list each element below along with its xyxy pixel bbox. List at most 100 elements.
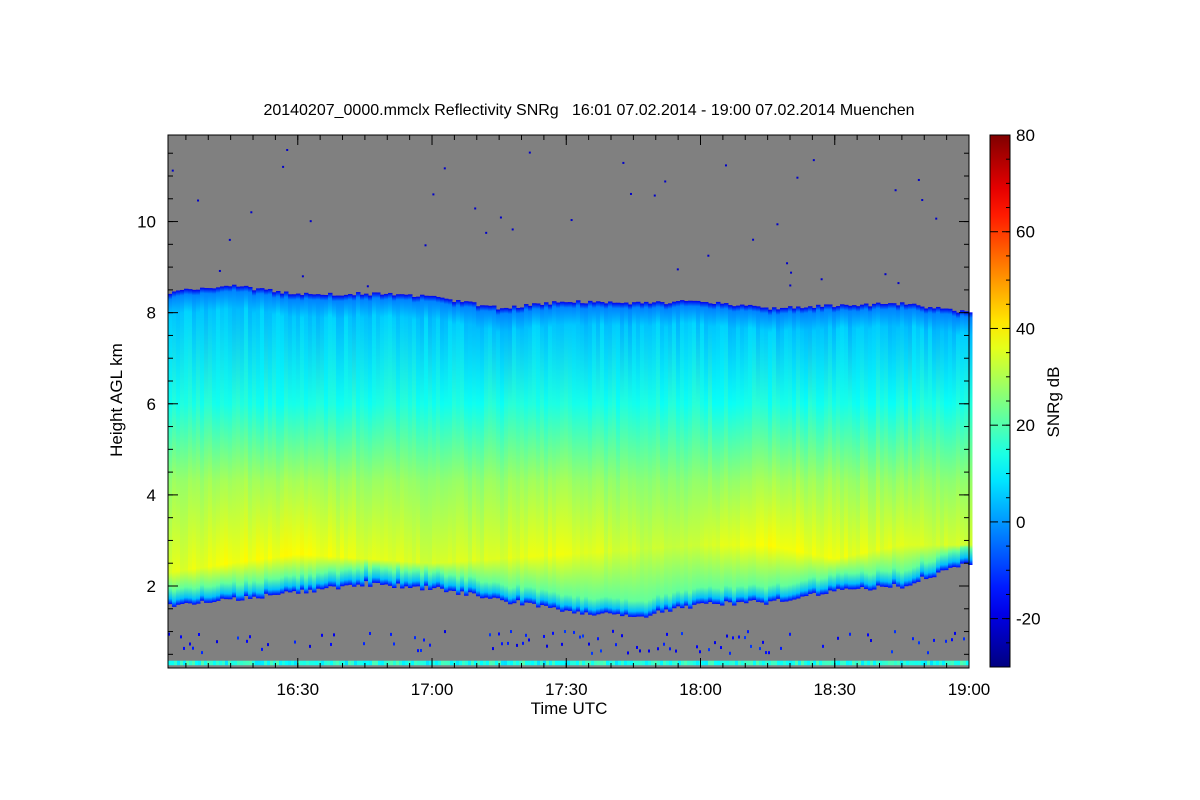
ground-clutter bbox=[777, 660, 780, 666]
ground-clutter bbox=[882, 660, 885, 666]
echo-column bbox=[348, 294, 353, 585]
ground-clutter bbox=[843, 660, 846, 666]
echo-column bbox=[620, 303, 625, 617]
echo-column bbox=[420, 294, 425, 591]
echo-column bbox=[364, 293, 369, 582]
ground-clutter bbox=[849, 660, 852, 666]
ground-clutter bbox=[516, 660, 519, 666]
echo-column bbox=[556, 302, 561, 610]
noise-pixel bbox=[894, 189, 897, 192]
ground-clutter bbox=[294, 660, 297, 666]
ground-clutter bbox=[357, 660, 360, 666]
ground-clutter bbox=[519, 660, 522, 666]
echo-column bbox=[692, 300, 697, 605]
echo-column bbox=[296, 293, 301, 594]
echo-column bbox=[456, 300, 461, 595]
ground-clutter bbox=[768, 660, 771, 666]
ground-clutter bbox=[852, 660, 855, 666]
noise-pixel bbox=[681, 632, 683, 636]
noise-pixel bbox=[588, 642, 590, 646]
colorbar-tick-label: 20 bbox=[1016, 416, 1035, 435]
noise-pixel bbox=[653, 194, 656, 197]
ground-clutter bbox=[225, 660, 228, 666]
y-tick-label: 10 bbox=[137, 213, 156, 232]
ground-clutter bbox=[489, 660, 492, 666]
noise-pixel bbox=[789, 632, 791, 636]
noise-pixel bbox=[528, 638, 530, 642]
ground-clutter bbox=[621, 660, 624, 666]
echo-column bbox=[516, 307, 521, 601]
noise-pixel bbox=[780, 646, 782, 650]
ground-clutter bbox=[729, 660, 732, 666]
echo-column bbox=[388, 292, 393, 586]
echo-column bbox=[288, 294, 293, 593]
ground-clutter bbox=[717, 660, 720, 666]
noise-pixel bbox=[676, 268, 679, 271]
ground-clutter bbox=[690, 660, 693, 666]
ground-clutter bbox=[636, 660, 639, 666]
noise-pixel bbox=[870, 639, 872, 643]
ground-clutter bbox=[600, 660, 603, 666]
echo-column bbox=[588, 300, 593, 615]
noise-pixel bbox=[309, 644, 311, 648]
ground-clutter bbox=[324, 660, 327, 666]
ground-clutter bbox=[219, 660, 222, 666]
noise-pixel bbox=[420, 648, 422, 652]
echo-column bbox=[392, 295, 397, 588]
ground-clutter bbox=[774, 660, 777, 666]
echo-column bbox=[752, 305, 757, 601]
ground-clutter bbox=[846, 660, 849, 666]
noise-pixel bbox=[249, 635, 251, 639]
noise-pixel bbox=[282, 165, 285, 168]
ground-clutter bbox=[663, 660, 666, 666]
ground-clutter bbox=[177, 660, 180, 666]
echo-column bbox=[544, 302, 549, 606]
ground-clutter bbox=[870, 660, 873, 666]
echo-column bbox=[504, 307, 509, 602]
noise-pixel bbox=[237, 636, 239, 640]
echo-column bbox=[240, 286, 245, 601]
ground-clutter bbox=[168, 660, 171, 666]
ground-clutter bbox=[858, 660, 861, 666]
ground-clutter bbox=[474, 660, 477, 666]
ground-clutter bbox=[642, 660, 645, 666]
noise-pixel bbox=[321, 633, 323, 637]
ground-clutter bbox=[483, 660, 486, 666]
echo-column bbox=[428, 295, 433, 590]
echo-column bbox=[224, 285, 229, 600]
ground-clutter bbox=[204, 660, 207, 666]
echo-column bbox=[720, 303, 725, 606]
noise-pixel bbox=[570, 219, 573, 222]
echo-column bbox=[272, 292, 277, 595]
ground-clutter bbox=[234, 660, 237, 666]
ground-clutter bbox=[927, 660, 930, 666]
ground-clutter bbox=[741, 660, 744, 666]
noise-pixel bbox=[492, 647, 494, 651]
echo-column bbox=[584, 303, 589, 613]
ground-clutter bbox=[702, 660, 705, 666]
ground-clutter bbox=[672, 660, 675, 666]
echo-column bbox=[308, 294, 313, 590]
echo-column bbox=[824, 304, 829, 594]
echo-column bbox=[772, 307, 777, 601]
ground-clutter bbox=[180, 660, 183, 666]
ground-clutter bbox=[243, 660, 246, 666]
noise-pixel bbox=[921, 199, 924, 202]
x-tick-label: 17:30 bbox=[545, 680, 588, 699]
ground-clutter bbox=[657, 660, 660, 666]
ground-clutter bbox=[183, 660, 186, 666]
ground-clutter bbox=[213, 660, 216, 666]
ground-clutter bbox=[960, 660, 963, 666]
noise-pixel bbox=[884, 273, 887, 276]
ground-clutter bbox=[582, 660, 585, 666]
x-tick-label: 19:00 bbox=[948, 680, 991, 699]
x-tick-label: 17:00 bbox=[411, 680, 454, 699]
ground-clutter bbox=[933, 660, 936, 666]
echo-column bbox=[444, 298, 449, 593]
echo-column bbox=[376, 292, 381, 583]
noise-pixel bbox=[897, 282, 900, 285]
ground-clutter bbox=[186, 660, 189, 666]
ground-clutter bbox=[426, 660, 429, 666]
ground-clutter bbox=[798, 660, 801, 666]
noise-pixel bbox=[732, 636, 734, 640]
